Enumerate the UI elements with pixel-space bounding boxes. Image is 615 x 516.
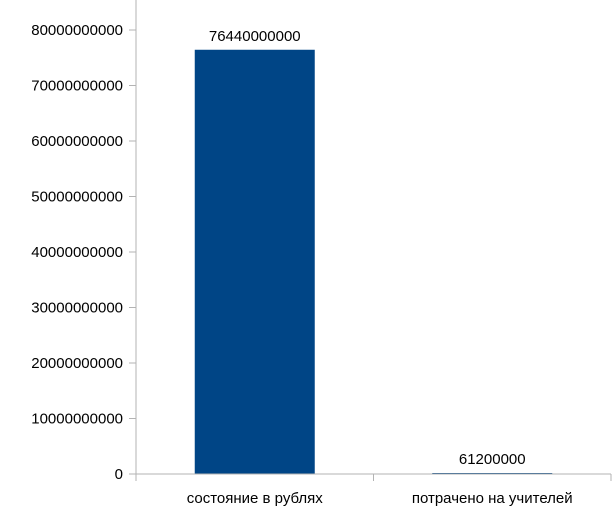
y-tick-label: 60000000000 — [31, 133, 123, 150]
y-tick-label: 70000000000 — [31, 78, 123, 95]
y-tick-label: 50000000000 — [31, 189, 123, 206]
y-axis-ticks — [129, 29, 136, 475]
y-tick-label: 0 — [115, 466, 123, 483]
y-tick-label: 10000000000 — [31, 411, 123, 428]
y-tick-label: 20000000000 — [31, 355, 123, 372]
y-tick-label: 30000000000 — [31, 300, 123, 317]
y-tick-label: 80000000000 — [31, 22, 123, 39]
category-label-0: состояние в рублях — [187, 490, 324, 507]
bars — [194, 49, 553, 475]
data-label-1: 61200000 — [459, 451, 526, 468]
y-tick-label: 40000000000 — [31, 244, 123, 261]
data-label-0: 76440000000 — [209, 28, 301, 45]
labels: 0 10000000000 20000000000 30000000000 400000… — [31, 22, 572, 507]
bar-0 — [194, 49, 315, 475]
category-label-1: потрачено на учителей — [412, 490, 573, 507]
axes — [129, 0, 612, 481]
